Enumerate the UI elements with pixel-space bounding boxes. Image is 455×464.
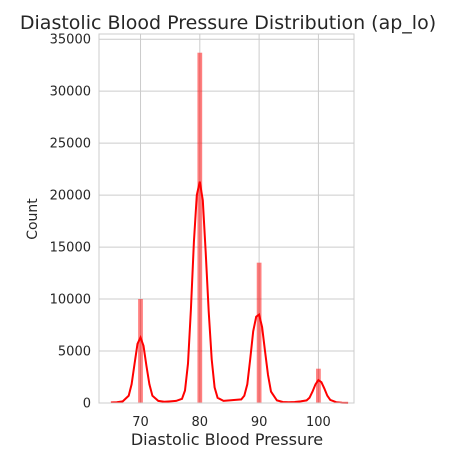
histogram-bar	[138, 299, 143, 403]
y-tick-label: 5000	[58, 345, 91, 360]
histogram-bar	[197, 52, 203, 403]
histogram-bar	[316, 368, 321, 403]
x-tick-label: 100	[306, 415, 331, 430]
bars	[138, 52, 321, 403]
x-tick-label: 90	[251, 415, 268, 430]
y-axis-label: Count	[25, 198, 41, 240]
x-axis-label: Diastolic Blood Pressure	[131, 430, 323, 449]
y-tick-label: 0	[83, 397, 91, 412]
x-tick-label: 80	[192, 415, 209, 430]
plot-frame	[98, 33, 355, 404]
y-tick-label: 10000	[50, 293, 91, 308]
x-tick-label: 70	[132, 415, 149, 430]
tick-labels: 0 5000 10000 15000 20000 25000 30000 35000 70 80 9…	[50, 33, 331, 430]
histogram-bar	[256, 262, 262, 403]
y-tick-label: 30000	[50, 85, 91, 100]
y-tick-label: 35000	[50, 33, 91, 48]
y-tick-label: 15000	[50, 241, 91, 256]
kde-curve	[110, 181, 349, 404]
chart-title: Diastolic Blood Pressure Distribution (a…	[20, 12, 436, 34]
y-tick-label: 20000	[50, 189, 91, 204]
y-tick-label: 25000	[50, 137, 91, 152]
